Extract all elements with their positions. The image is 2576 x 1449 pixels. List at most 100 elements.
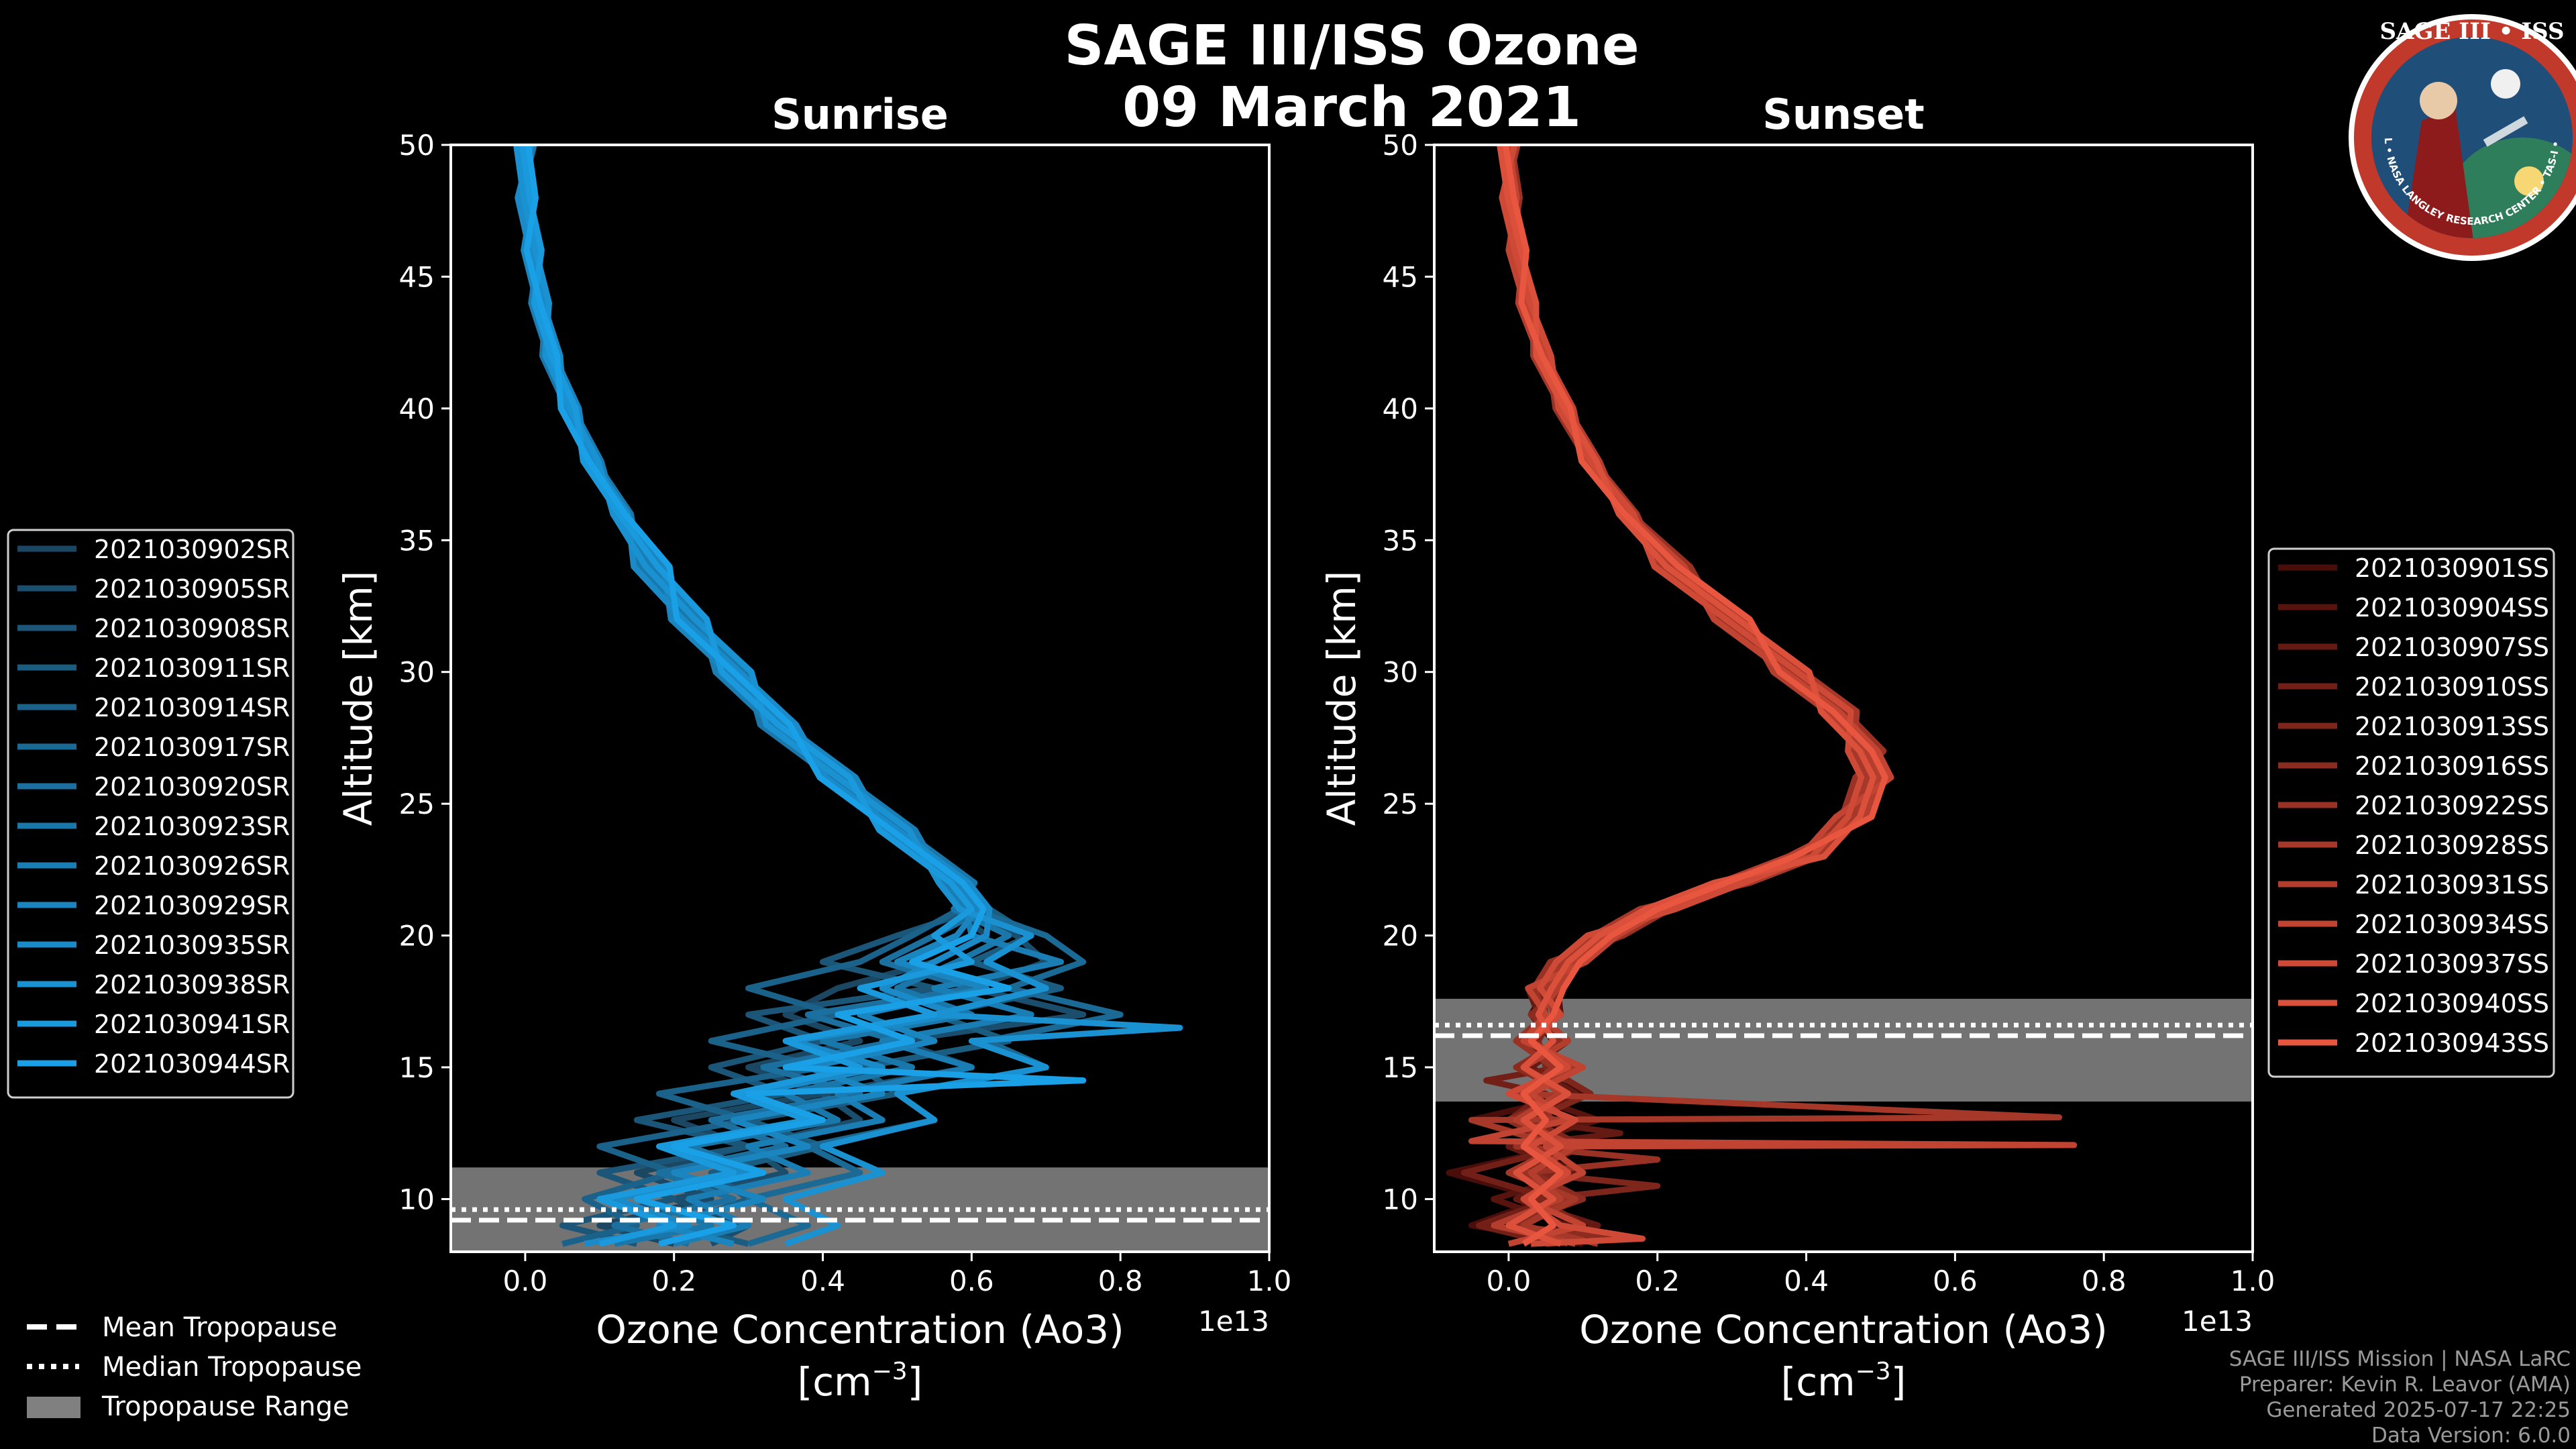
plot-frame xyxy=(449,144,1271,1253)
x-axis-units-exponent: −3 xyxy=(872,1358,908,1385)
x-tick-label: 0.8 xyxy=(1098,1265,1143,1297)
space-station-icon xyxy=(2483,116,2528,147)
figure-head-shape xyxy=(2420,82,2457,119)
y-tick-label: 30 xyxy=(399,656,435,689)
legend-label-2021030937SS: 2021030937SS xyxy=(2355,949,2549,979)
legend-label-2021030914SR: 2021030914SR xyxy=(94,693,290,722)
legend-label-2021030938SR: 2021030938SR xyxy=(94,970,290,1000)
panel-title: Sunset xyxy=(1762,90,1925,139)
series-line-2021030938SR xyxy=(513,145,1183,1247)
moon-icon xyxy=(2491,69,2520,99)
sunrise-panel: 0.0 0.2 0.4 0.6 0.8 1.0 10 15 20 25 30 35 40 45 50 Sunr… xyxy=(335,90,1291,1405)
sunset-legend: 2021030901SS 2021030904SS 2021030907SS 2021… xyxy=(2267,547,2555,1078)
x-axis-label: Ozone Concentration (Ao3) xyxy=(596,1307,1124,1352)
x-tick-label: 0.0 xyxy=(503,1265,548,1297)
logo-title: SAGE III • ISS xyxy=(2379,18,2564,45)
y-tick-label: 45 xyxy=(1383,260,1418,293)
legend-label-2021030941SR: 2021030941SR xyxy=(94,1010,290,1039)
tropopause-range-swatch xyxy=(27,1397,80,1418)
x-tick-label: 1.0 xyxy=(1247,1265,1292,1297)
legend-label-2021030943SS: 2021030943SS xyxy=(2355,1028,2549,1058)
legend-frame xyxy=(2267,547,2555,1078)
legend-label-2021030928SS: 2021030928SS xyxy=(2355,830,2549,860)
tropopause-legend: Mean Tropopause Median Tropopause Tropop… xyxy=(27,1312,362,1422)
figure-title-line2: 09 March 2021 xyxy=(1122,76,1581,140)
axis-offset-label: 1e13 xyxy=(1198,1305,1269,1338)
y-axis-label: Altitude [km] xyxy=(335,571,381,826)
legend-label-2021030931SS: 2021030931SS xyxy=(2355,870,2549,900)
y-tick-label: 35 xyxy=(1383,524,1418,557)
credits-preparer: Preparer: Kevin R. Leavor (AMA) xyxy=(2239,1373,2571,1397)
legend-label-2021030911SR: 2021030911SR xyxy=(94,653,290,683)
y-tick-label: 20 xyxy=(1383,920,1418,953)
x-axis-units-base: [cm xyxy=(1781,1359,1856,1405)
series-line-2021030944SR xyxy=(523,145,1087,1247)
legend-label-2021030934SS: 2021030934SS xyxy=(2355,910,2549,939)
legend-label-2021030935SR: 2021030935SR xyxy=(94,930,290,960)
figure-robe-shape xyxy=(2402,107,2475,238)
sunset-panel: 0.0 0.2 0.4 0.6 0.8 1.0 10 15 20 25 30 35 40 45 50 Suns… xyxy=(1319,90,2275,1405)
x-tick-label: 0.6 xyxy=(1933,1265,1978,1297)
x-axis-label: Ozone Concentration (Ao3) xyxy=(1579,1307,2108,1352)
sun-icon xyxy=(2514,166,2544,196)
y-tick-label: 10 xyxy=(1383,1183,1418,1216)
credits-generated: Generated 2025-07-17 22:25 xyxy=(2266,1398,2571,1422)
legend-label-2021030910SS: 2021030910SS xyxy=(2355,672,2549,702)
legend-label-2021030923SR: 2021030923SR xyxy=(94,812,290,841)
legend-label-2021030904SS: 2021030904SS xyxy=(2355,593,2549,623)
x-tick-label: 0.4 xyxy=(800,1265,845,1297)
x-tick-label: 0.6 xyxy=(949,1265,994,1297)
legend-label-2021030913SS: 2021030913SS xyxy=(2355,712,2549,741)
panel-title: Sunrise xyxy=(771,90,949,139)
x-axis-units: [cm−3] xyxy=(798,1358,923,1405)
legend-label-2021030929SR: 2021030929SR xyxy=(94,891,290,920)
credits-mission: SAGE III/ISS Mission | NASA LaRC xyxy=(2229,1347,2571,1371)
plot-content xyxy=(1434,145,2253,1247)
legend-label-2021030901SS: 2021030901SS xyxy=(2355,553,2549,583)
y-tick-label: 50 xyxy=(1383,129,1418,162)
legend-label-2021030908SR: 2021030908SR xyxy=(94,614,290,643)
x-tick-label: 0.2 xyxy=(1635,1265,1680,1297)
y-tick-label: 45 xyxy=(399,260,435,293)
y-tick-label: 35 xyxy=(399,524,435,557)
x-axis-units: [cm−3] xyxy=(1781,1358,1907,1405)
y-tick-label: 25 xyxy=(399,788,435,820)
legend-label-2021030922SS: 2021030922SS xyxy=(2355,791,2549,820)
mean-tropopause-label: Mean Tropopause xyxy=(102,1312,337,1343)
legend-label-2021030940SS: 2021030940SS xyxy=(2355,989,2549,1018)
plot-frame xyxy=(1433,144,2254,1253)
y-tick-label: 15 xyxy=(399,1051,435,1084)
y-axis-label: Altitude [km] xyxy=(1319,571,1364,826)
legend-label-2021030920SR: 2021030920SR xyxy=(94,772,290,802)
y-tick-label: 30 xyxy=(1383,656,1418,689)
x-tick-label: 0.8 xyxy=(2082,1265,2127,1297)
x-tick-label: 0.0 xyxy=(1487,1265,1532,1297)
sunrise-legend: 2021030902SR 2021030905SR 2021030908SR 2021… xyxy=(7,529,294,1099)
y-tick-label: 25 xyxy=(1383,788,1418,820)
axis-offset-label: 1e13 xyxy=(2182,1305,2253,1338)
legend-label-2021030944SR: 2021030944SR xyxy=(94,1049,290,1079)
y-tick-label: 20 xyxy=(399,920,435,953)
median-tropopause-label: Median Tropopause xyxy=(102,1352,362,1383)
legend-label-2021030926SR: 2021030926SR xyxy=(94,851,290,881)
legend-label-2021030916SS: 2021030916SS xyxy=(2355,751,2549,781)
figure-title-line1: SAGE III/ISS Ozone xyxy=(1064,14,1639,78)
credits: SAGE III/ISS Mission | NASA LaRC Prepare… xyxy=(2229,1347,2571,1448)
x-tick-label: 1.0 xyxy=(2231,1265,2275,1297)
legend-label-2021030902SR: 2021030902SR xyxy=(94,535,290,564)
legend-label-2021030907SS: 2021030907SS xyxy=(2355,633,2549,662)
y-tick-label: 40 xyxy=(1383,392,1418,425)
legend-label-2021030905SR: 2021030905SR xyxy=(94,574,290,604)
credits-data-version: Data Version: 6.0.0 xyxy=(2371,1424,2571,1448)
series-line-2021030943SS xyxy=(1503,145,1888,1247)
x-axis-units-close: ] xyxy=(1891,1359,1907,1405)
y-tick-label: 15 xyxy=(1383,1051,1418,1084)
y-tick-label: 50 xyxy=(399,129,435,162)
plot-content xyxy=(451,145,1269,1252)
series-line-2021030940SS xyxy=(1497,145,1876,1247)
y-tick-label: 40 xyxy=(399,392,435,425)
x-tick-label: 0.4 xyxy=(1784,1265,1829,1297)
x-axis-units-base: [cm xyxy=(798,1359,872,1405)
legend-label-2021030917SR: 2021030917SR xyxy=(94,733,290,762)
